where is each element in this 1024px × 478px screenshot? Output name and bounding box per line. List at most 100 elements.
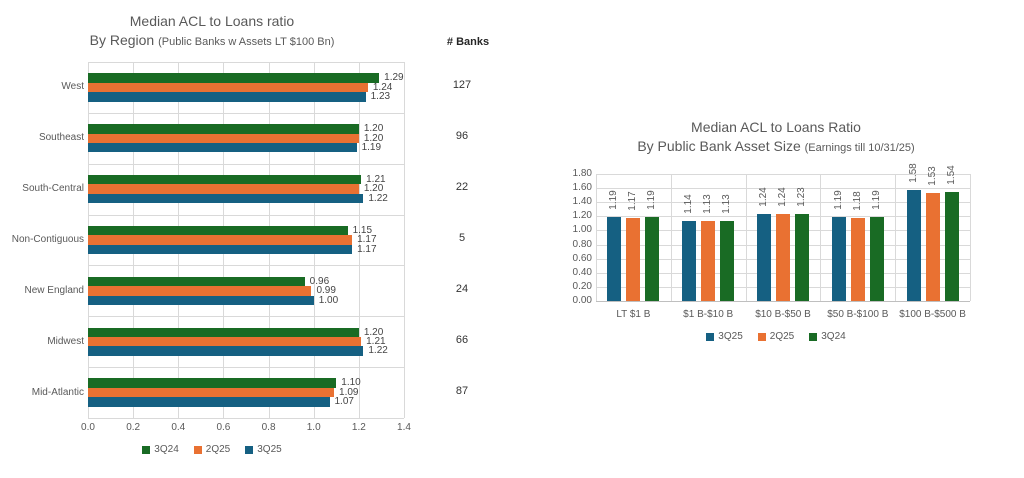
bar-value-label: 1.13 [721, 194, 733, 214]
bar-3q25 [757, 213, 771, 301]
legend-label: 3Q25 [257, 444, 282, 455]
y-axis-tick-label: 1.00 [572, 224, 592, 236]
gridline [358, 62, 360, 418]
bar-value-label: 1.22 [368, 345, 388, 357]
bar-3q24 [645, 217, 660, 301]
asset-size-chart-title-line2: By Public Bank Asset Size (Earnings till… [550, 137, 1002, 157]
y-axis-tick-label: 0.20 [572, 280, 592, 292]
banks-count: 22 [455, 181, 469, 194]
bar-2q25 [88, 133, 359, 143]
bar-value-label: 1.24 [372, 81, 393, 93]
asset-size-chart-title-line1: Median ACL to Loans Ratio [691, 119, 861, 135]
bar-3q25 [682, 220, 697, 301]
x-axis-tick-label: 1.4 [397, 422, 411, 433]
region-label: South-Central [22, 183, 84, 195]
bar-value-label: 1.13 [702, 194, 714, 214]
bar-value-label: 1.19 [608, 190, 620, 210]
bar-value-label: 1.24 [777, 186, 788, 207]
bar-value-label: 1.21 [366, 174, 386, 186]
bar-3q25 [88, 193, 364, 204]
asset-size-chart-subtitle: By Public Bank Asset Size [637, 138, 801, 154]
bar-3q25 [88, 397, 330, 407]
banks-count: 87 [455, 384, 469, 397]
bar-value-label: 1.54 [945, 165, 957, 186]
banks-count: 127 [452, 79, 472, 92]
gridline [88, 418, 404, 419]
legend-item-3q25: 3Q25 [245, 444, 282, 455]
bar-3q24 [88, 327, 359, 337]
bar-3q24 [869, 217, 884, 301]
asset-size-chart-plot-area: 1.19 1.17 1.19 1.14 1.13 1.13 1.24 1.24 1.23 1.19… [596, 163, 971, 302]
bar-value-label: 1.19 [361, 141, 382, 153]
bar-3q25 [88, 142, 357, 153]
bar-3q25 [88, 92, 366, 102]
x-axis-tick-label: 0.6 [216, 422, 231, 433]
gridline [88, 265, 404, 267]
gridline [88, 62, 404, 63]
legend-item-2q25: 2Q25 [193, 444, 231, 455]
y-axis-tick-label: 0.00 [572, 295, 592, 306]
banks-count: 96 [455, 130, 469, 143]
bar-value-label: 1.22 [368, 192, 388, 204]
bar-value-label: 1.15 [352, 224, 373, 236]
bar-3q25 [88, 295, 314, 305]
bar-value-label: 1.17 [357, 243, 377, 255]
bar-3q24 [944, 192, 959, 301]
bar-2q25 [88, 82, 368, 93]
legend-swatch-3q24 [142, 445, 151, 454]
bar-value-label: 1.09 [339, 386, 359, 398]
gridline [88, 316, 404, 318]
category-label: $1 B-$10 B [683, 309, 734, 320]
region-chart-title-line2: By Region (Public Banks w Assets LT $100… [0, 31, 424, 51]
asset-size-chart-note: (Earnings till 10/31/25) [804, 142, 915, 154]
legend-item-3q24: 3Q24 [142, 444, 179, 455]
bar-value-label: 1.19 [646, 190, 658, 210]
bar-2q25 [850, 217, 865, 301]
legend-label: 3Q24 [821, 331, 846, 342]
legend-item-3q25: 3Q25 [706, 331, 743, 342]
bar-3q24 [720, 221, 735, 301]
bar-value-label: 1.10 [341, 377, 361, 389]
category-label: $100 B-$500 B [899, 309, 966, 320]
y-axis-tick-label: 0.60 [572, 252, 592, 264]
y-axis-tick-label: 1.60 [572, 182, 592, 194]
gridline [596, 174, 597, 301]
gridline [88, 214, 404, 216]
bar-2q25 [88, 286, 312, 296]
legend-swatch-3q25 [245, 445, 254, 454]
x-axis-tick-label: 0.8 [261, 422, 276, 433]
legend-swatch-2q25 [193, 445, 202, 454]
bar-2q25 [88, 387, 335, 398]
gridline [596, 188, 970, 190]
x-axis-tick-label: 0.0 [81, 422, 95, 433]
legend-item-3q24: 3Q24 [809, 331, 846, 342]
region-chart: Median ACL to Loans ratio By Region (Pub… [0, 13, 489, 455]
gridline [596, 174, 970, 175]
gridline [970, 174, 971, 301]
bar-value-label: 1.00 [318, 294, 339, 306]
category-label: $10 B-$50 B [755, 309, 811, 320]
region-label: West [61, 81, 84, 93]
bar-3q24 [88, 276, 305, 287]
region-label: Non-Contiguous [11, 234, 84, 245]
region-chart-plot-area: 1.29 1.24 1.23 1.20 1.20 1.19 1.21 1.20 1.22 1.15… [88, 62, 405, 419]
bar-2q25 [776, 213, 790, 301]
x-axis-tick-label: 1.0 [306, 422, 321, 433]
bar-value-label: 1.19 [832, 190, 844, 210]
gridline [670, 174, 672, 301]
y-axis-tick-label: 1.20 [572, 210, 592, 222]
asset-size-chart-title: Median ACL to Loans Ratio By Public Bank… [550, 118, 1002, 157]
bar-value-label: 1.24 [758, 186, 769, 207]
legend-label: 2Q25 [205, 444, 231, 455]
bar-value-label: 1.20 [363, 123, 384, 135]
category-label: LT $1 B [616, 309, 651, 320]
gridline [88, 112, 404, 114]
gridline [745, 174, 747, 301]
legend-swatch-3q25 [706, 332, 715, 341]
bar-3q24 [88, 225, 348, 236]
legend-label: 3Q24 [154, 444, 179, 455]
bar-value-label: 1.58 [907, 162, 919, 183]
bar-3q24 [88, 378, 337, 388]
bar-3q25 [88, 346, 364, 356]
